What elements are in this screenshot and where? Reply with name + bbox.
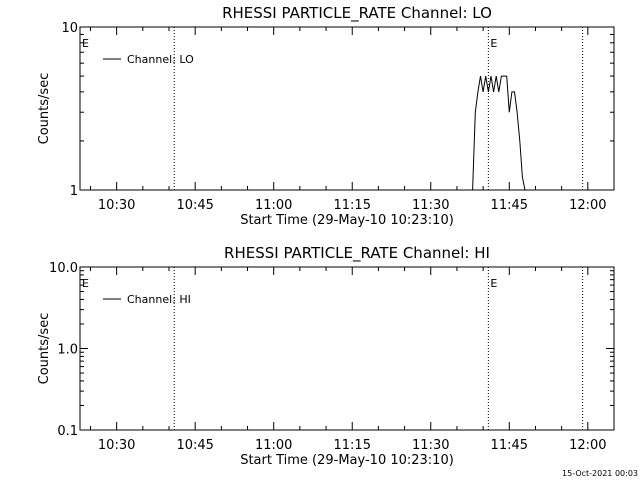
plot-frame <box>79 26 615 191</box>
y-tick-label: 0.1 <box>57 424 78 439</box>
y-axis-label: Counts/sec <box>37 73 52 145</box>
legend-label: Channel: HI <box>127 293 191 306</box>
x-tick-label: 10:45 <box>176 438 213 453</box>
chart-title: RHESSI PARTICLE_RATE Channel: HI <box>224 244 490 263</box>
y-tick-label: 1.0 <box>57 343 78 358</box>
legend-label: Channel: LO <box>127 53 194 66</box>
event-marker-label: E <box>490 37 497 50</box>
x-axis-label: Start Time (29-May-10 10:23:10) <box>240 453 454 468</box>
plot-frame <box>79 266 615 431</box>
x-tick-label: 12:00 <box>569 198 606 213</box>
event-marker-label: E <box>82 277 89 290</box>
y-tick-label: 10 <box>61 21 78 36</box>
x-tick-label: 11:15 <box>334 438 371 453</box>
x-tick-label: 10:45 <box>176 198 213 213</box>
x-axis-label: Start Time (29-May-10 10:23:10) <box>240 213 454 228</box>
x-tick-label: 11:30 <box>412 198 449 213</box>
event-marker-label: E <box>490 277 497 290</box>
x-tick-label: 11:45 <box>491 438 528 453</box>
x-tick-label: 10:30 <box>98 438 135 453</box>
x-tick-label: 11:15 <box>334 198 371 213</box>
x-tick-label: 11:45 <box>491 198 528 213</box>
event-marker-label: E <box>82 37 89 50</box>
timestamp-footer: 15-Oct-2021 00:03 <box>562 469 638 478</box>
x-tick-label: 11:00 <box>255 438 292 453</box>
x-tick-label: 11:30 <box>412 438 449 453</box>
y-tick-label: 1 <box>70 184 78 199</box>
series-line-channel-lo <box>472 75 526 191</box>
y-tick-label: 10.0 <box>49 261 78 276</box>
x-tick-label: 12:00 <box>569 438 606 453</box>
x-tick-label: 11:00 <box>255 198 292 213</box>
chart-title: RHESSI PARTICLE_RATE Channel: LO <box>222 4 492 23</box>
x-tick-label: 10:30 <box>98 198 135 213</box>
y-axis-label: Counts/sec <box>37 313 52 385</box>
